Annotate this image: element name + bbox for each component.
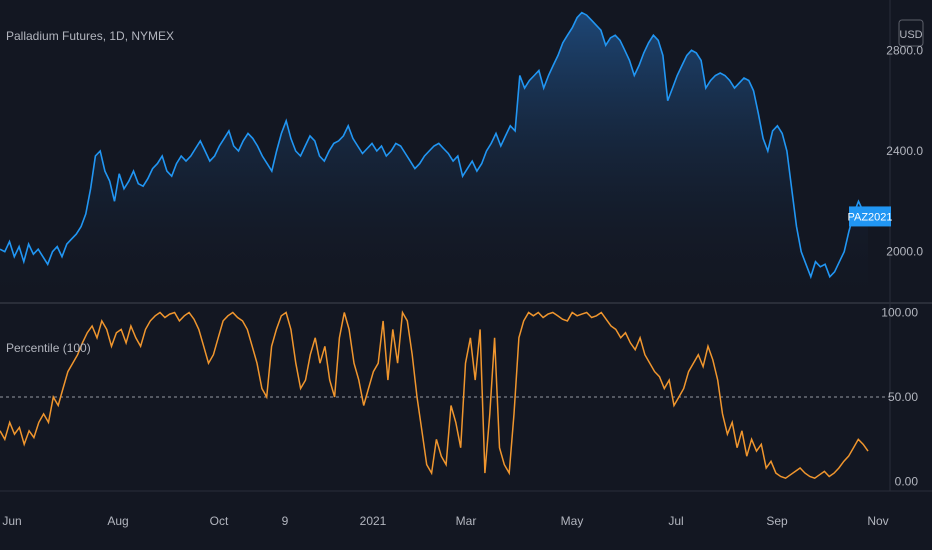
last-price-badge-label: PAZ2021 [847, 211, 892, 223]
price-tick-label: 2800.0 [886, 43, 923, 57]
indicator-title: Percentile (100) [6, 341, 91, 355]
time-tick-label: Jul [668, 514, 683, 528]
percentile-tick-label: 50.00 [888, 390, 918, 404]
time-tick-label: Sep [766, 514, 788, 528]
time-tick-label: 9 [282, 514, 289, 528]
time-axis[interactable]: Jun Aug Oct 9 2021 Mar May Jul Sep Nov [2, 514, 888, 528]
time-tick-label: Mar [456, 514, 477, 528]
currency-label: USD [899, 29, 922, 41]
price-line [0, 11, 869, 280]
price-area-fill [0, 12, 868, 302]
price-axis[interactable]: 2000.0 2400.0 2800.0 [886, 43, 923, 258]
time-tick-label: Oct [210, 514, 229, 528]
price-tick-label: 2000.0 [886, 245, 923, 259]
percentile-tick-label: 0.00 [895, 475, 919, 489]
time-tick-label: Aug [107, 514, 128, 528]
symbol-title: Palladium Futures, 1D, NYMEX [6, 29, 174, 43]
percentile-line [0, 310, 869, 480]
price-tick-label: 2400.0 [886, 144, 923, 158]
time-tick-label: Jun [2, 514, 21, 528]
last-price-badge: PAZ2021 [847, 206, 893, 227]
time-tick-label: May [561, 514, 584, 528]
percentile-axis[interactable]: 0.00 50.00 100.00 [881, 305, 918, 488]
currency-button[interactable]: USD [898, 19, 924, 47]
time-tick-label: 2021 [360, 514, 387, 528]
time-tick-label: Nov [867, 514, 888, 528]
percentile-tick-label: 100.00 [881, 305, 918, 319]
last-price-badge-bg [849, 206, 891, 227]
